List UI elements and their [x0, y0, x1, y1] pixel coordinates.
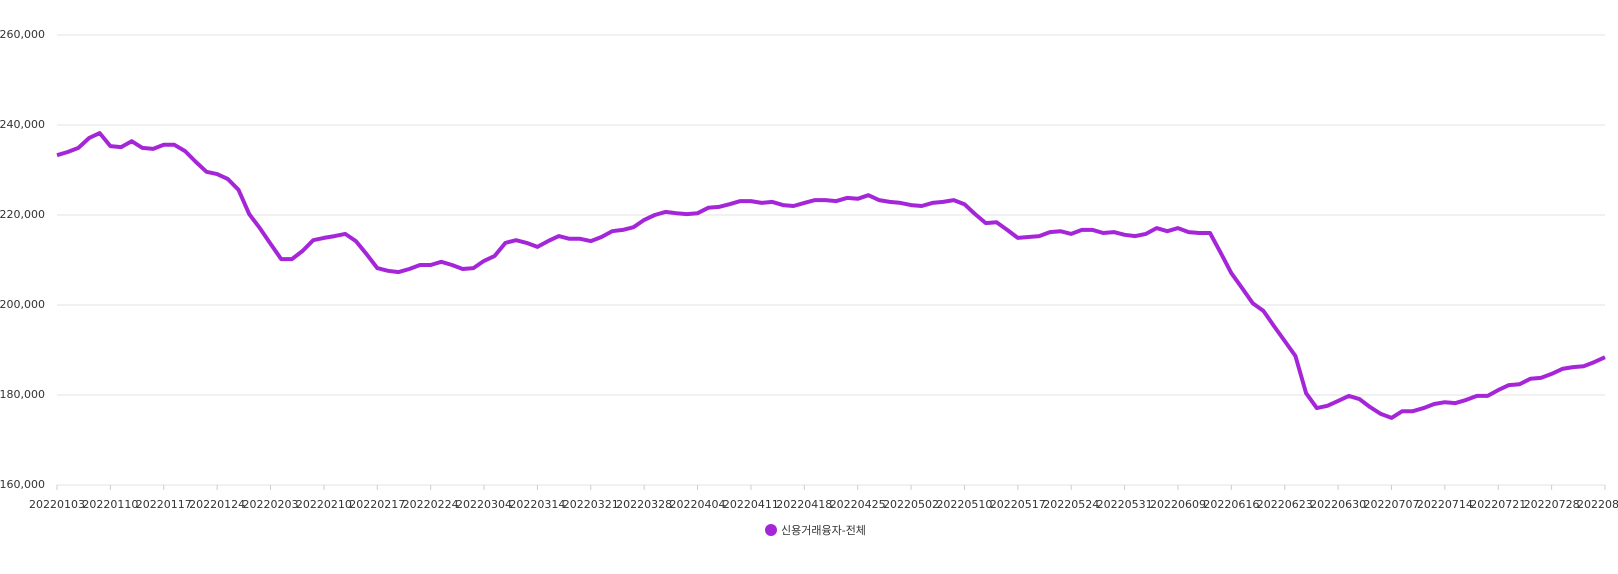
x-tick-label: 20220721 — [1470, 498, 1526, 511]
x-tick-label: 20220728 — [1524, 498, 1580, 511]
x-tick-label: 20220616 — [1203, 498, 1259, 511]
x-tick-label: 20220328 — [616, 498, 672, 511]
x-tick-label: 20220531 — [1097, 498, 1153, 511]
x-tick-label: 20220714 — [1417, 498, 1473, 511]
y-tick-label: 220,000 — [0, 208, 45, 221]
legend-label: 신용거래융자-전체 — [781, 524, 866, 537]
x-tick-label: 20220418 — [776, 498, 832, 511]
x-tick-label: 20220217 — [349, 498, 405, 511]
x-tick-label: 20220224 — [403, 498, 459, 511]
x-tick-label: 20220630 — [1310, 498, 1366, 511]
x-tick-label: 20220707 — [1363, 498, 1419, 511]
x-tick-label: 20220623 — [1257, 498, 1313, 511]
y-tick-label: 260,000 — [0, 28, 45, 41]
x-tick-label: 20220517 — [990, 498, 1046, 511]
x-tick-label: 20220609 — [1150, 498, 1206, 511]
x-tick-label: 20220510 — [936, 498, 992, 511]
x-tick-label: 20220103 — [29, 498, 85, 511]
line — [56, 131, 1606, 420]
x-tick-label: 20220804 — [1577, 498, 1618, 511]
x-tick-label: 20220210 — [296, 498, 352, 511]
x-tick-label: 20220404 — [670, 498, 726, 511]
x-tick-label: 20220321 — [563, 498, 619, 511]
x-tick-label: 20220117 — [136, 498, 192, 511]
x-tick-label: 20220425 — [830, 498, 886, 511]
x-tick-label: 20220203 — [243, 498, 299, 511]
y-tick-label: 180,000 — [0, 388, 45, 401]
x-tick-label: 20220502 — [883, 498, 939, 511]
x-tick-label: 20220314 — [509, 498, 565, 511]
x-tick-label: 20220524 — [1043, 498, 1099, 511]
x-tick-label: 20220110 — [82, 498, 138, 511]
x-tick-label: 20220124 — [189, 498, 245, 511]
y-tick-label: 200,000 — [0, 298, 45, 311]
legend-marker — [765, 524, 777, 536]
y-tick-label: 160,000 — [0, 478, 45, 491]
y-tick-label: 240,000 — [0, 118, 45, 131]
x-tick-label: 20220411 — [723, 498, 779, 511]
x-tick-label: 20220304 — [456, 498, 512, 511]
